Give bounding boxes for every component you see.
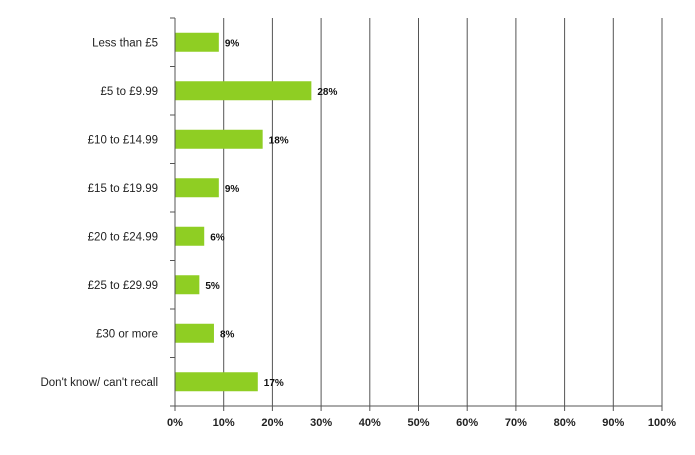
bar <box>175 323 214 343</box>
data-label: 18% <box>269 135 289 146</box>
x-tick-label: 100% <box>648 417 676 429</box>
data-label: 6% <box>210 232 225 243</box>
x-tick-label: 40% <box>359 417 381 429</box>
x-tick-label: 20% <box>261 417 283 429</box>
x-tick-label: 0% <box>167 417 183 429</box>
labels-layer: 0% 10% 20% 30% 40% 50% 60% 70% 80% 90% 100% Less th… <box>40 37 676 429</box>
category-label: Less than £5 <box>92 37 158 49</box>
axis-layer <box>170 17 663 411</box>
grid-layer <box>223 18 663 406</box>
category-label: £10 to £14.99 <box>88 134 158 146</box>
x-tick-label: 30% <box>310 417 332 429</box>
bar <box>175 226 205 246</box>
x-tick-label: 90% <box>602 417 624 429</box>
x-tick-label: 10% <box>213 417 235 429</box>
data-label: 9% <box>225 184 240 195</box>
bar <box>175 372 258 392</box>
category-label: £30 or more <box>96 328 158 340</box>
x-tick-label: 70% <box>505 417 527 429</box>
data-label: 9% <box>225 38 240 49</box>
bar <box>175 81 312 101</box>
bar <box>175 178 219 198</box>
bar <box>175 129 263 149</box>
bar <box>175 275 200 295</box>
x-tick-label: 50% <box>407 417 429 429</box>
data-label: 8% <box>220 329 235 340</box>
x-tick-label: 80% <box>554 417 576 429</box>
data-label: 28% <box>317 87 337 98</box>
category-label: £20 to £24.99 <box>88 231 158 243</box>
category-label: £5 to £9.99 <box>100 86 158 98</box>
category-label: £25 to £29.99 <box>88 280 158 292</box>
bar <box>175 32 219 52</box>
x-tick-label: 60% <box>456 417 478 429</box>
category-label: £15 to £19.99 <box>88 183 158 195</box>
bars-layer <box>175 32 312 392</box>
data-label: 17% <box>264 378 284 389</box>
category-label: Don't know/ can't recall <box>40 377 158 389</box>
data-label: 5% <box>205 281 220 292</box>
